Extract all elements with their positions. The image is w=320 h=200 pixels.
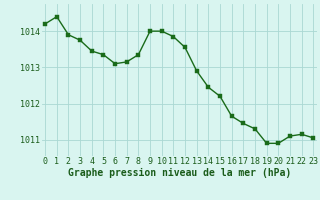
X-axis label: Graphe pression niveau de la mer (hPa): Graphe pression niveau de la mer (hPa) <box>68 168 291 178</box>
